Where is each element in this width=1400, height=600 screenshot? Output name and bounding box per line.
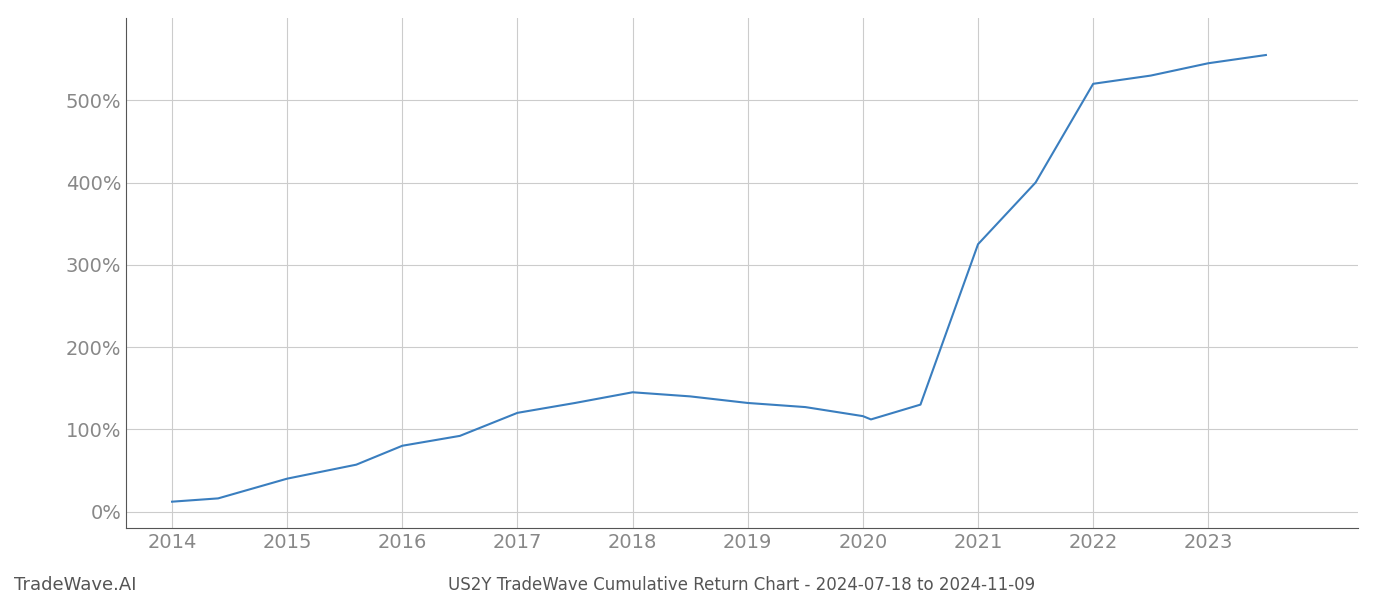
Text: TradeWave.AI: TradeWave.AI xyxy=(14,576,137,594)
Text: US2Y TradeWave Cumulative Return Chart - 2024-07-18 to 2024-11-09: US2Y TradeWave Cumulative Return Chart -… xyxy=(448,576,1036,594)
